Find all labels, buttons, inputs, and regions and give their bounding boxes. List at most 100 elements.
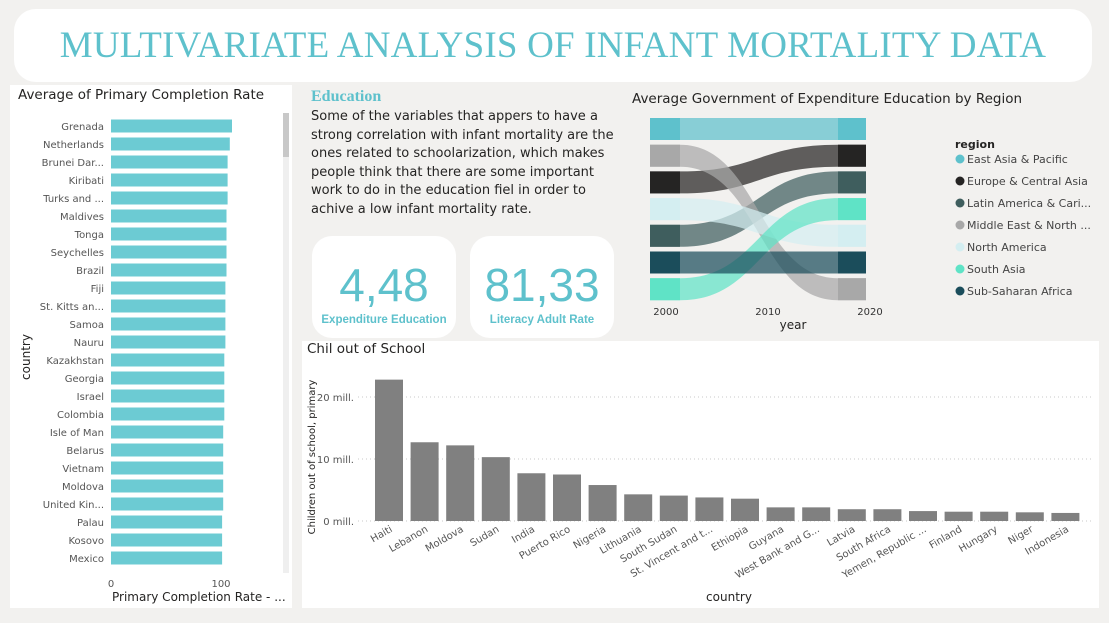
- category-label: Mexico: [69, 554, 104, 565]
- ribbon-node-2000: [650, 118, 680, 140]
- column-bar: [481, 457, 510, 521]
- legend-marker: [955, 242, 965, 252]
- column-bar: [517, 473, 546, 521]
- x-tick-label: 2010: [755, 307, 780, 318]
- bar: [111, 263, 227, 277]
- kpi-card-literacy: 81,33 Literacy Adult Rate: [470, 236, 614, 338]
- ribbon-node-2020: [838, 171, 866, 194]
- category-label: Ethiopia: [710, 524, 751, 554]
- bar: [111, 299, 226, 313]
- bar: [111, 335, 226, 349]
- category-label: Nauru: [74, 338, 104, 349]
- bar: [111, 407, 225, 421]
- category-label: Kazakhstan: [46, 356, 104, 367]
- legend-entry: Latin America & Cari...: [967, 197, 1091, 210]
- x-axis-label: Primary Completion Rate - ...: [112, 590, 286, 604]
- scrollbar-track[interactable]: [283, 113, 289, 573]
- ribbon-node-2020: [838, 198, 866, 221]
- education-heading: Education: [311, 88, 382, 105]
- bar: [111, 137, 230, 151]
- ribbon-node-2020: [838, 278, 866, 301]
- category-label: Fiji: [91, 284, 104, 295]
- column-bar: [909, 511, 937, 521]
- bar: [111, 173, 228, 187]
- x-tick-label: 2000: [653, 307, 678, 318]
- category-label: Grenada: [61, 122, 104, 133]
- category-label: Samoa: [70, 320, 104, 331]
- scrollbar-thumb[interactable]: [283, 113, 289, 157]
- ribbon-latin: [650, 171, 866, 247]
- category-label: Kosovo: [68, 536, 104, 547]
- bar: [111, 551, 223, 565]
- legend-marker: [955, 264, 965, 274]
- legend-marker: [955, 176, 965, 186]
- kpi-card-expenditure: 4,48 Expenditure Education: [312, 236, 456, 338]
- bar: [111, 533, 223, 547]
- bar: [111, 245, 227, 259]
- category-label: Brunei Dar...: [42, 158, 104, 169]
- category-label: India: [510, 524, 537, 546]
- legend-entry: Europe & Central Asia: [967, 175, 1088, 188]
- ribbon-north: [650, 198, 866, 247]
- out-of-school-svg: 0 mill. 10 mill. 20 mill. HaitiLebanonMoldo…: [307, 380, 1092, 604]
- category-label: Brazil: [76, 266, 104, 277]
- column-bar: [410, 442, 439, 521]
- bar: [111, 389, 225, 403]
- legend-marker: [955, 198, 965, 208]
- expenditure-ribbon-chart: Average Government of Expenditure Educat…: [626, 85, 1096, 335]
- ribbon-east: [650, 118, 866, 140]
- bar: [111, 209, 227, 223]
- legend-marker: [955, 154, 965, 164]
- category-label: Hungary: [957, 524, 1000, 555]
- category-label: Belarus: [66, 446, 104, 457]
- ribbon-node-2000: [650, 144, 680, 167]
- legend-entry: East Asia & Pacific: [967, 153, 1068, 166]
- bar: [111, 443, 224, 457]
- bar: [111, 497, 224, 511]
- category-label: Lebanon: [388, 524, 431, 555]
- category-label: Turks and ...: [42, 194, 104, 205]
- category-label: Moldova: [424, 524, 466, 555]
- column-bar: [731, 498, 759, 521]
- category-label: Seychelles: [51, 248, 104, 259]
- column-bar: [695, 497, 724, 521]
- chart-title: Average of Primary Completion Rate: [18, 87, 265, 103]
- ribbon-node-2000: [650, 251, 680, 274]
- category-label: Haiti: [369, 524, 395, 545]
- out-of-school-chart: Chil out of School 0 mill. 10 mill. 20 mil…: [302, 341, 1099, 608]
- legend-title: region: [955, 138, 995, 151]
- category-label: Israel: [77, 392, 104, 403]
- category-label: Maldives: [60, 212, 104, 223]
- x-tick-label: 0: [108, 579, 114, 590]
- ribbon-node-2020: [838, 224, 866, 247]
- column-bar: [766, 507, 795, 521]
- ribbon-node-2020: [838, 118, 866, 140]
- ribbon-node-2020: [838, 144, 866, 167]
- y-axis-label: Children out of school, primary: [307, 380, 318, 535]
- x-axis-label: year: [780, 318, 807, 332]
- legend-entry: North America: [967, 241, 1047, 254]
- ribbon-node-2020: [838, 251, 866, 274]
- bar: [111, 119, 232, 133]
- kpi-value: 81,33: [484, 259, 600, 311]
- ribbon-node-2000: [650, 224, 680, 247]
- column-bar: [873, 509, 902, 521]
- education-text-block: Education Some of the variables that app…: [305, 85, 623, 245]
- category-label: Colombia: [57, 410, 104, 421]
- ribbon-south: [650, 198, 866, 301]
- education-body: Some of the variables that appers to hav…: [311, 109, 614, 217]
- column-bar: [659, 495, 688, 521]
- bar: [111, 479, 224, 493]
- column-bar: [553, 474, 581, 521]
- legend-marker: [955, 286, 965, 296]
- column-bar: [980, 511, 1009, 521]
- category-label: Tonga: [74, 230, 104, 241]
- x-tick-label: 2020: [857, 307, 882, 318]
- bar: [111, 155, 228, 169]
- x-tick-label: 100: [211, 579, 230, 590]
- column-bar: [624, 494, 653, 521]
- column-bar: [944, 511, 973, 521]
- column-bar: [446, 445, 475, 521]
- ribbon-node-2000: [650, 198, 680, 221]
- ribbon-node-2000: [650, 171, 680, 194]
